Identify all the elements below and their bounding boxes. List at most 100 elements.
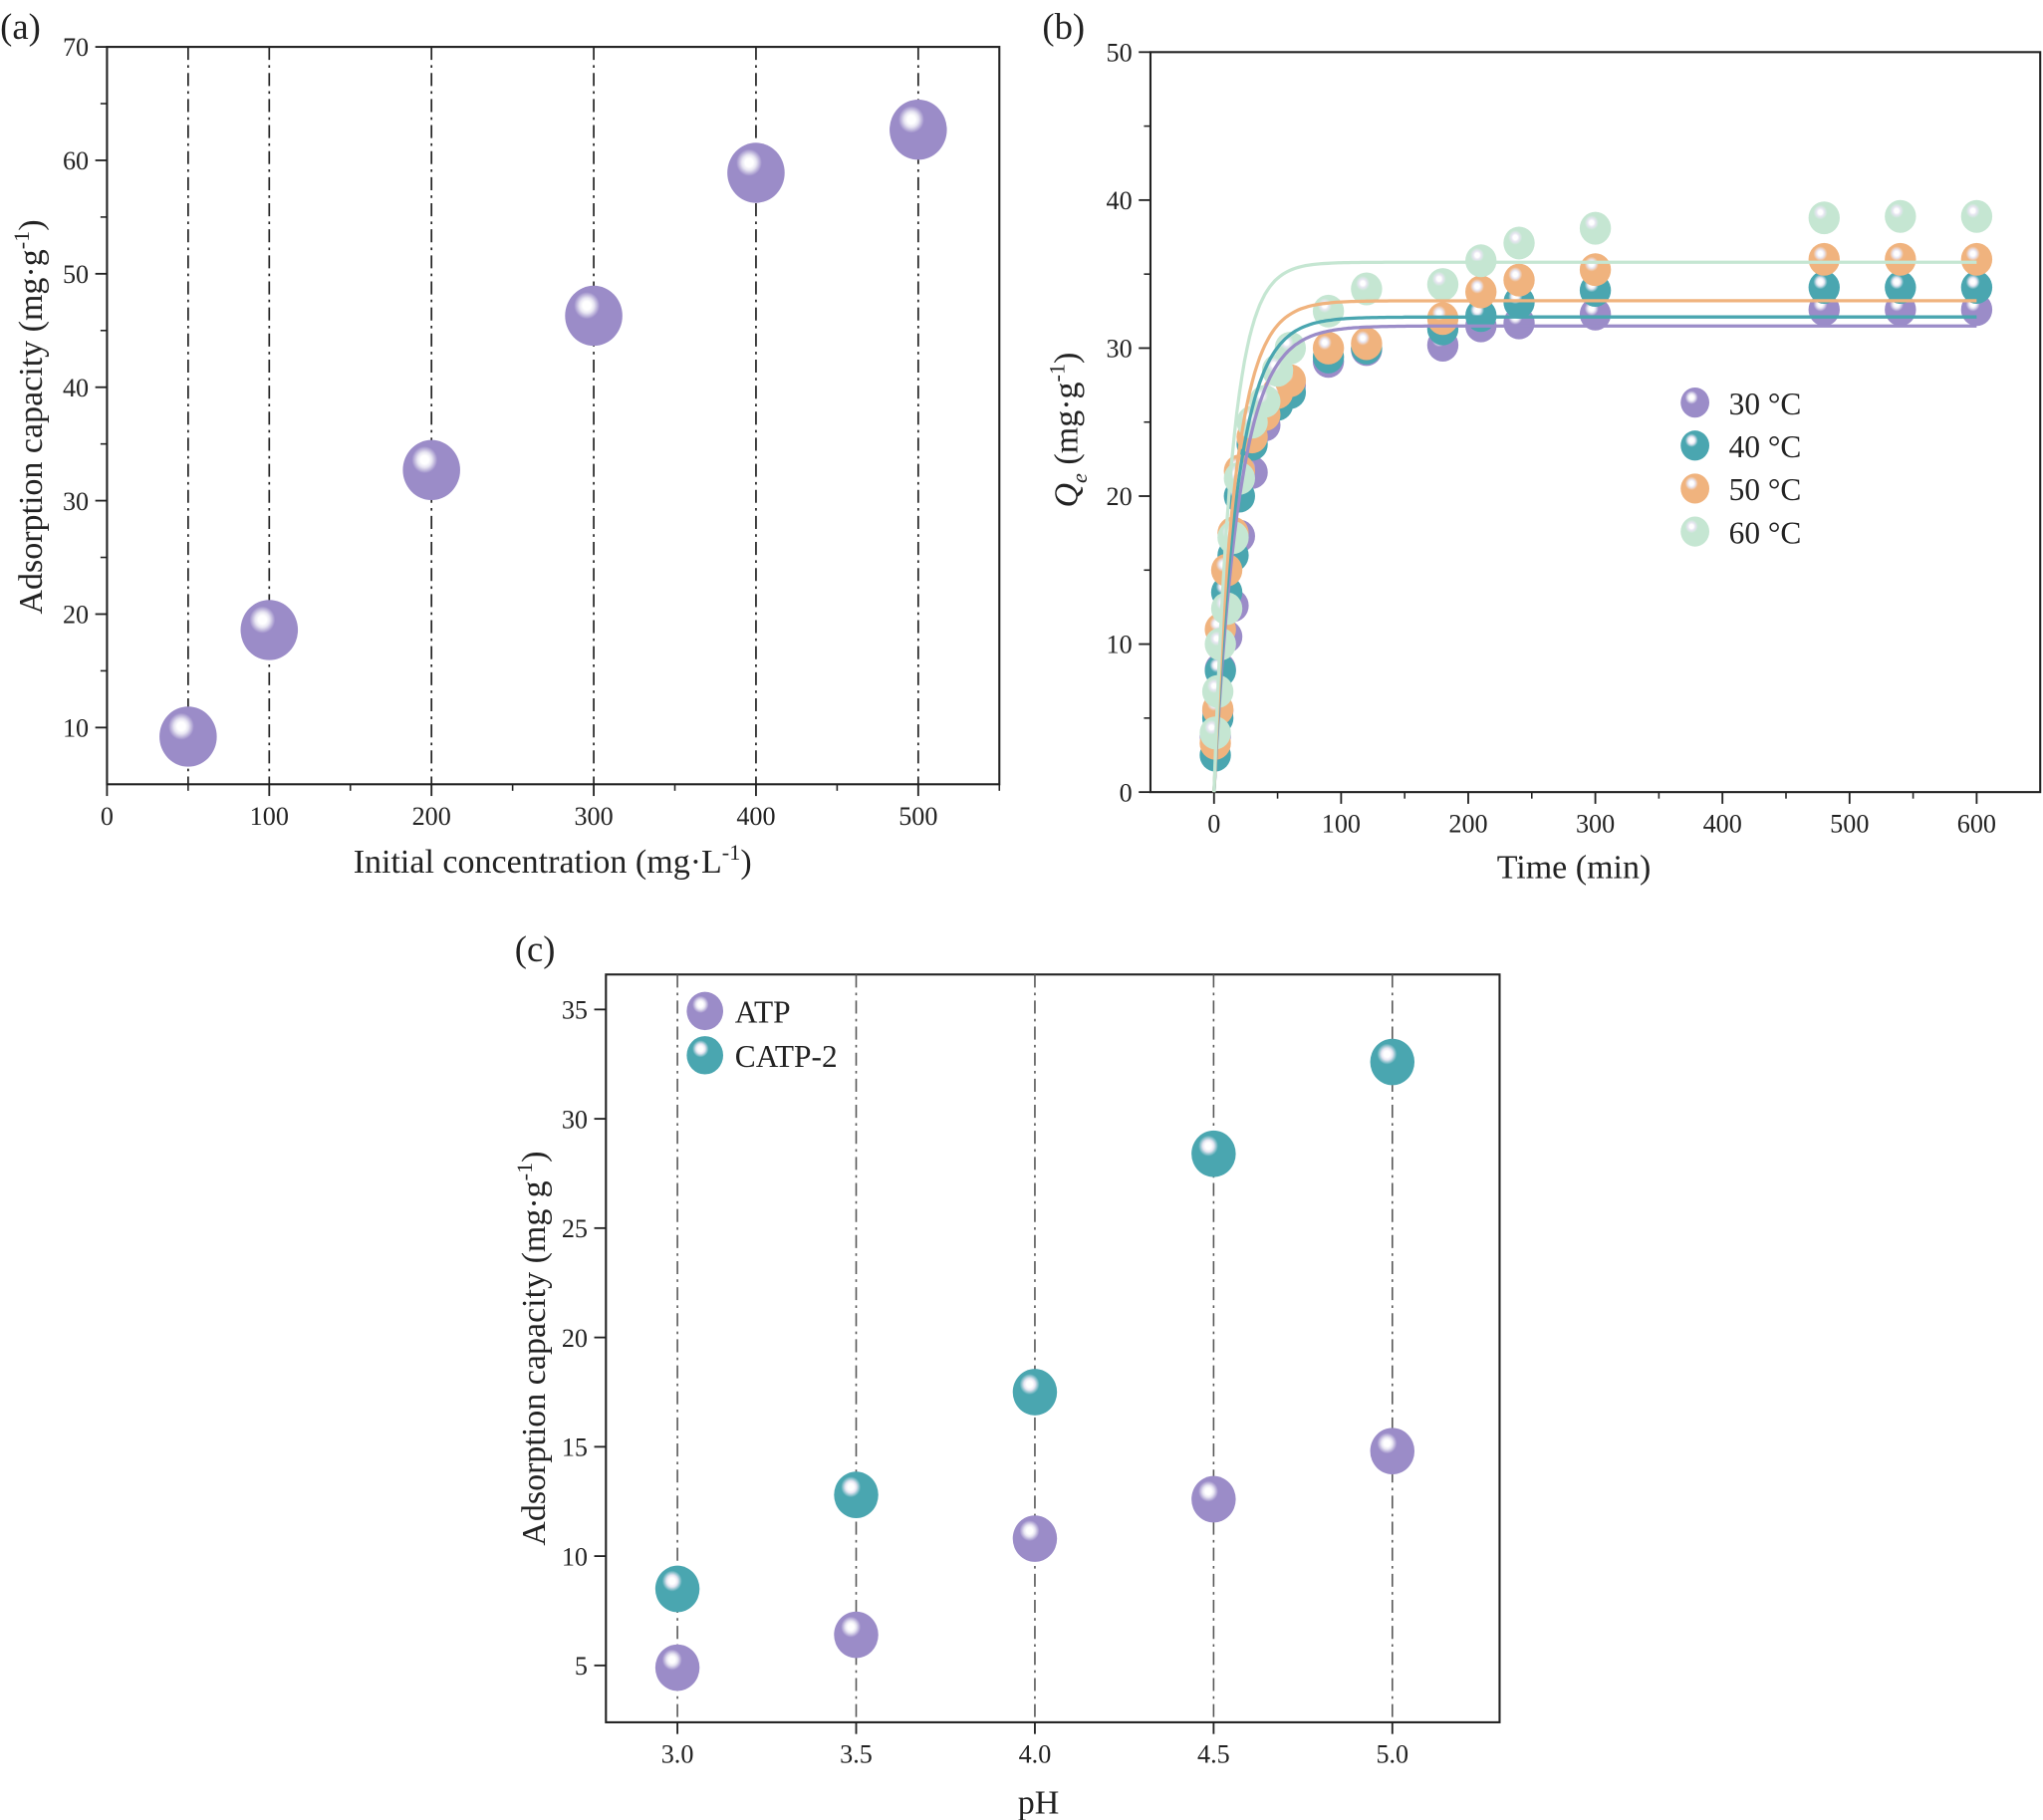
- data-point: [1885, 242, 1916, 276]
- data-point: [1960, 271, 1993, 305]
- paren: ): [740, 844, 751, 881]
- y-axis-title: Adsorption capacity (mg·g-1): [512, 1151, 553, 1545]
- legend-marker: [686, 991, 724, 1031]
- x-tick-label: 600: [1957, 810, 1996, 839]
- x-tick-label: 4.5: [1197, 1739, 1230, 1768]
- data-point: [1191, 1130, 1236, 1177]
- y-tick-label: 10: [1107, 631, 1133, 659]
- data-point: [1351, 327, 1383, 361]
- data-point: [1503, 263, 1535, 297]
- fit-curve: [1212, 299, 1977, 793]
- x-tick-label: 0: [101, 802, 114, 831]
- data-point: [1808, 271, 1840, 305]
- y-axis-label: Adsorption capacity (mg·g: [516, 1180, 553, 1545]
- x-tick-label: 400: [1703, 810, 1742, 839]
- plot-frame: [1149, 51, 2042, 794]
- data-point: [1465, 275, 1497, 309]
- data-point: [159, 706, 217, 767]
- y-tick-label: 5: [575, 1652, 588, 1681]
- x-tick-label: 100: [1322, 810, 1361, 839]
- data-point: [1351, 272, 1383, 306]
- y-tick-label: 15: [562, 1433, 588, 1462]
- data-point: [1579, 211, 1612, 245]
- panel-b: (b) 0 100 200 300 400 500 600 0 10 20 30 40 50 30 °C 40…: [1042, 6, 2042, 886]
- data-point: [240, 600, 299, 660]
- fit-curve: [1212, 315, 1977, 793]
- y-tick-label: 20: [562, 1324, 588, 1353]
- data-point: [1191, 1475, 1236, 1523]
- paren: ): [516, 1151, 553, 1162]
- x-tick-label: 500: [1830, 810, 1869, 839]
- y-tick-label: 20: [1107, 482, 1133, 511]
- legend-marker: [686, 1036, 724, 1075]
- data-point: [1885, 199, 1916, 233]
- data-point: [1808, 201, 1840, 235]
- data-point: [834, 1471, 879, 1518]
- sup: -1: [512, 1163, 537, 1181]
- y-tick-label: 60: [63, 146, 89, 175]
- data-point: [654, 1565, 700, 1613]
- data-point: [1426, 268, 1459, 302]
- data-point: [1503, 226, 1535, 260]
- y-tick-label: 35: [562, 996, 588, 1025]
- y-tick-label: 30: [1107, 335, 1133, 364]
- y-tick-label: 20: [63, 601, 89, 630]
- panel-c: (c) 3.0 3.5 4.0 4.5 5.0 5 10 15 20 25 30 35 ATP CATP-2…: [512, 928, 1501, 1820]
- y-tick-label: 40: [1107, 186, 1133, 215]
- y-axis-label: Q: [1049, 483, 1086, 508]
- data-point: [1960, 199, 1993, 233]
- panel-label: (a): [0, 6, 41, 47]
- legend-label: CATP-2: [735, 1039, 838, 1074]
- unit: (mg·g: [1049, 382, 1086, 473]
- y-tick-label: 50: [63, 260, 89, 289]
- x-tick-label: 0: [1207, 810, 1220, 839]
- legend-label: 50 °C: [1729, 472, 1802, 507]
- y-tick-label: 40: [63, 374, 89, 402]
- x-tick-label: 3.5: [840, 1739, 873, 1768]
- y-tick-label: 70: [63, 33, 89, 62]
- paren: ): [13, 219, 50, 230]
- x-axis-title: Initial concentration (mg·L-1): [354, 840, 752, 881]
- data-point: [1312, 331, 1345, 365]
- legend-label: 40 °C: [1729, 429, 1802, 464]
- y-axis-label: Adsorption capacity (mg·g: [13, 249, 50, 614]
- data-point: [654, 1644, 700, 1691]
- legend-marker: [1680, 430, 1710, 461]
- data-point: [1960, 242, 1993, 276]
- data-point: [1370, 1428, 1415, 1475]
- sup: -1: [1045, 364, 1070, 383]
- data-point: [1370, 1038, 1415, 1086]
- data-point: [402, 439, 460, 501]
- panel-label: (b): [1042, 6, 1085, 47]
- x-axis-label: Initial concentration (mg·L: [354, 844, 722, 881]
- y-tick-label: 10: [562, 1542, 588, 1571]
- x-tick-label: 300: [574, 802, 613, 831]
- x-tick-label: 200: [412, 802, 451, 831]
- y-axis-title: Adsorption capacity (mg·g-1): [9, 219, 50, 614]
- panel-a: (a) 0 100 200 300 400 500 10 20 30 40 50 60 70 Initial…: [0, 6, 1001, 881]
- sub: e: [1067, 473, 1092, 483]
- y-tick-label: 0: [1120, 778, 1133, 807]
- data-point: [1579, 297, 1612, 331]
- y-tick-label: 50: [1107, 38, 1133, 67]
- legend-marker: [1680, 473, 1710, 504]
- data-point: [1885, 271, 1916, 305]
- data-point: [1808, 242, 1840, 276]
- legend-marker: [1680, 388, 1710, 418]
- x-tick-label: 200: [1448, 810, 1487, 839]
- sup: -1: [9, 231, 34, 250]
- panel-label: (c): [515, 928, 556, 969]
- legend-label: 30 °C: [1729, 387, 1802, 421]
- y-tick-label: 10: [63, 714, 89, 743]
- x-tick-label: 4.0: [1019, 1739, 1052, 1768]
- plot-frame: [605, 973, 1501, 1723]
- data-point: [727, 142, 785, 203]
- x-tick-label: 500: [898, 802, 937, 831]
- x-axis-title: pH: [1018, 1784, 1060, 1820]
- fit-curve: [1212, 324, 1977, 793]
- x-axis-title: Time (min): [1497, 849, 1652, 886]
- x-axis-label: pH: [1018, 1784, 1060, 1820]
- x-axis-label: Time (min): [1497, 849, 1652, 886]
- data-point: [565, 285, 623, 347]
